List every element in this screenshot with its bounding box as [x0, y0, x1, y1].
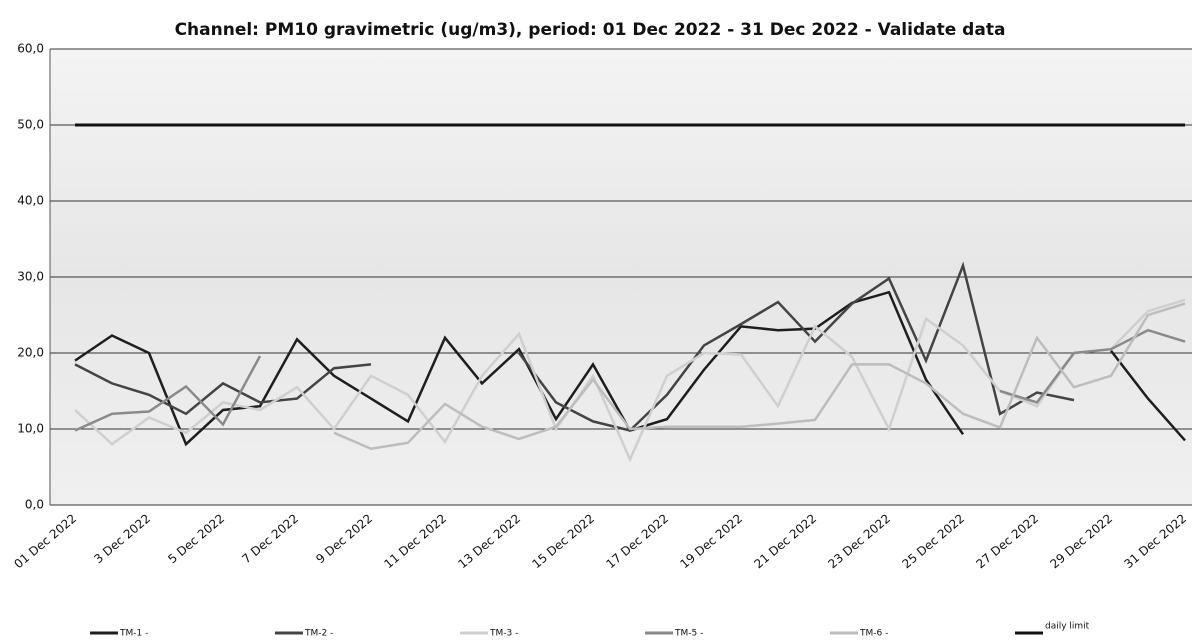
y-tick-label: 60,0 — [17, 42, 44, 56]
y-tick-label: 50,0 — [17, 118, 44, 132]
legend-text: TM-3 - — [489, 629, 518, 639]
y-tick-label: 30,0 — [17, 270, 44, 284]
legend-text: TM-5 - — [674, 629, 703, 639]
y-tick-label: 0,0 — [25, 498, 44, 512]
x-tick-label: 11 Dec 2022 — [381, 511, 449, 571]
x-tick-label: 5 Dec 2022 — [165, 511, 227, 566]
x-tick-label: 3 Dec 2022 — [91, 511, 153, 566]
y-tick-label: 20,0 — [17, 346, 44, 360]
legend-text: TM-2 - — [304, 629, 333, 639]
chart-title: Channel: PM10 gravimetric (ug/m3), perio… — [175, 20, 1006, 40]
x-tick-label: 25 Dec 2022 — [899, 511, 967, 571]
x-tick-label: 27 Dec 2022 — [973, 511, 1041, 571]
x-tick-label: 17 Dec 2022 — [603, 511, 671, 571]
x-tick-label: 19 Dec 2022 — [677, 511, 745, 571]
y-tick-label: 40,0 — [17, 194, 44, 208]
x-tick-label: 15 Dec 2022 — [529, 511, 597, 571]
legend-text: daily limit — [1045, 622, 1090, 632]
x-tick-label: 01 Dec 2022 — [11, 511, 79, 571]
x-tick-label: 9 Dec 2022 — [313, 511, 375, 566]
legend-text: TM-6 - — [859, 629, 888, 639]
x-tick-label: 31 Dec 2022 — [1121, 511, 1189, 571]
x-tick-label: 13 Dec 2022 — [455, 511, 523, 571]
series-line — [74, 328, 1186, 432]
x-tick-label: 23 Dec 2022 — [825, 511, 893, 571]
y-tick-label: 10,0 — [17, 422, 44, 436]
x-tick-label: 29 Dec 2022 — [1047, 511, 1115, 571]
x-tick-label: 7 Dec 2022 — [239, 511, 301, 566]
x-tick-label: 21 Dec 2022 — [751, 511, 819, 571]
legend-text: TM-1 - — [119, 629, 148, 639]
series-line — [333, 302, 1186, 451]
